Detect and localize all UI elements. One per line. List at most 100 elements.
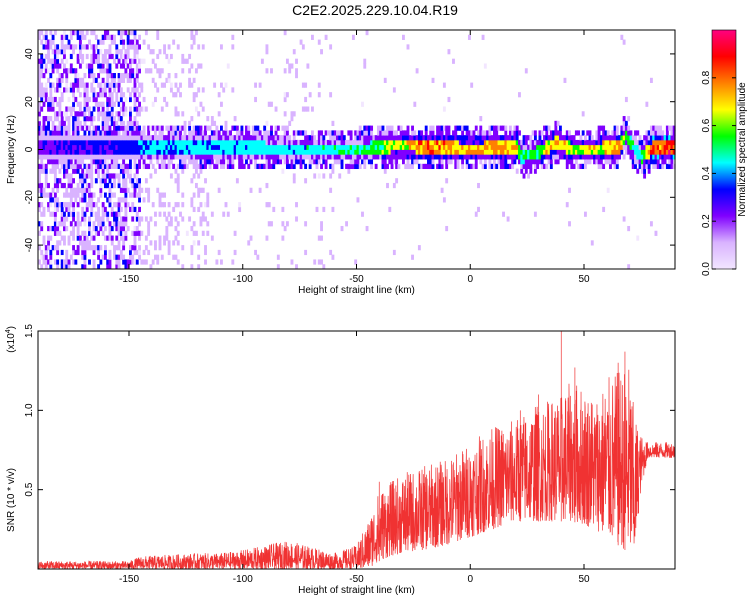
heatmap-cell xyxy=(404,163,408,170)
heatmap-cell xyxy=(149,149,153,155)
heatmap-cell xyxy=(572,139,576,146)
heatmap-cell xyxy=(40,202,44,208)
heatmap-cell xyxy=(481,130,485,136)
heatmap-cell xyxy=(602,206,606,213)
heatmap-cell xyxy=(627,130,631,136)
heatmap-cell xyxy=(106,101,110,107)
heatmap-cell xyxy=(461,163,465,170)
heatmap-cell xyxy=(238,202,242,208)
heatmap-cell xyxy=(129,77,132,83)
heatmap-cell xyxy=(233,116,237,122)
heatmap-cell xyxy=(176,202,180,208)
heatmap-cell xyxy=(101,58,105,64)
heatmap-cell xyxy=(340,163,344,170)
heatmap-cell xyxy=(649,159,653,165)
heatmap-cell xyxy=(354,259,358,265)
heatmap-cell xyxy=(276,159,280,165)
heatmap-cell xyxy=(267,135,271,141)
heatmap-cell xyxy=(133,144,137,150)
heatmap-cell xyxy=(165,225,169,232)
heatmap-cell xyxy=(90,168,94,174)
heatmap-cell xyxy=(181,159,185,165)
heatmap-cell xyxy=(640,154,644,160)
heatmap-cell xyxy=(295,68,298,74)
heatmap-cell xyxy=(351,34,355,40)
heatmap-cell xyxy=(60,125,64,131)
heatmap-cell xyxy=(558,130,562,136)
heatmap-cell xyxy=(131,149,135,155)
heatmap-cell xyxy=(329,187,333,193)
heatmap-cell xyxy=(44,182,48,189)
heatmap-cell xyxy=(44,34,48,40)
heatmap-cell xyxy=(549,144,553,150)
heatmap-cell xyxy=(661,130,665,136)
heatmap-cell xyxy=(69,135,73,141)
heatmap-cell xyxy=(292,149,296,155)
heatmap-cell xyxy=(422,149,426,155)
heatmap-cell xyxy=(124,139,128,146)
heatmap-cell xyxy=(60,259,64,265)
heatmap-cell xyxy=(47,130,50,136)
heatmap-cell xyxy=(324,149,328,155)
heatmap-cell xyxy=(336,144,339,150)
heatmap-cell xyxy=(199,139,203,146)
heatmap-cell xyxy=(124,202,128,208)
heatmap-cell xyxy=(254,154,257,160)
heatmap-cell xyxy=(135,135,139,141)
heatmap-cell xyxy=(467,163,471,170)
heatmap-cell xyxy=(454,159,458,165)
heatmap-cell xyxy=(447,49,451,55)
heatmap-cell xyxy=(117,259,121,265)
heatmap-cell xyxy=(44,44,48,50)
heatmap-cell xyxy=(156,87,160,93)
heatmap-cell xyxy=(645,101,649,107)
heatmap-cell xyxy=(347,139,351,146)
heatmap-cell xyxy=(103,182,107,189)
heatmap-cell xyxy=(392,144,396,150)
heatmap-cell xyxy=(663,144,667,150)
heatmap-cell xyxy=(158,154,162,160)
heatmap-cell xyxy=(483,135,487,141)
heatmap-cell xyxy=(520,139,524,146)
heatmap-cell xyxy=(624,144,628,150)
heatmap-cell xyxy=(267,202,271,208)
heatmap-cell xyxy=(586,130,590,136)
heatmap-cell xyxy=(147,68,151,74)
heatmap-cell xyxy=(199,202,203,208)
heatmap-cell xyxy=(452,144,455,150)
heatmap-cell xyxy=(78,154,82,160)
heatmap-cell xyxy=(85,206,89,213)
heatmap-cell xyxy=(133,116,137,122)
heatmap-cell xyxy=(192,92,196,98)
heatmap-cell xyxy=(511,130,515,136)
heatmap-cell xyxy=(174,149,178,155)
heatmap-cell xyxy=(267,101,271,107)
heatmap-cell xyxy=(654,139,658,146)
heatmap-cell xyxy=(176,111,180,117)
heatmap-cell xyxy=(74,139,78,146)
heatmap-cell xyxy=(188,120,192,126)
heatmap-cell xyxy=(645,154,649,160)
heatmap-cell xyxy=(201,144,205,150)
heatmap-cell xyxy=(606,130,610,136)
heatmap-cell xyxy=(53,58,57,64)
heatmap-cell xyxy=(101,159,105,165)
heatmap-cell xyxy=(245,149,248,155)
heatmap-cell xyxy=(411,254,414,260)
heatmap-cell xyxy=(299,163,303,170)
heatmap-cell xyxy=(424,144,428,150)
heatmap-cell xyxy=(659,144,662,150)
heatmap-cell xyxy=(181,154,185,160)
heatmap-cell xyxy=(135,144,139,150)
heatmap-cell xyxy=(115,49,119,55)
heatmap-cell xyxy=(65,44,69,50)
heatmap-cell xyxy=(506,144,510,150)
heatmap-cell xyxy=(256,144,260,150)
heatmap-cell xyxy=(181,125,185,131)
heatmap-y-tick-label: 0 xyxy=(24,146,35,152)
heatmap-cell xyxy=(133,163,137,170)
heatmap-cell xyxy=(320,135,323,141)
heatmap-cell xyxy=(272,206,276,213)
heatmap-cell xyxy=(342,139,346,146)
heatmap-cell xyxy=(138,235,141,241)
